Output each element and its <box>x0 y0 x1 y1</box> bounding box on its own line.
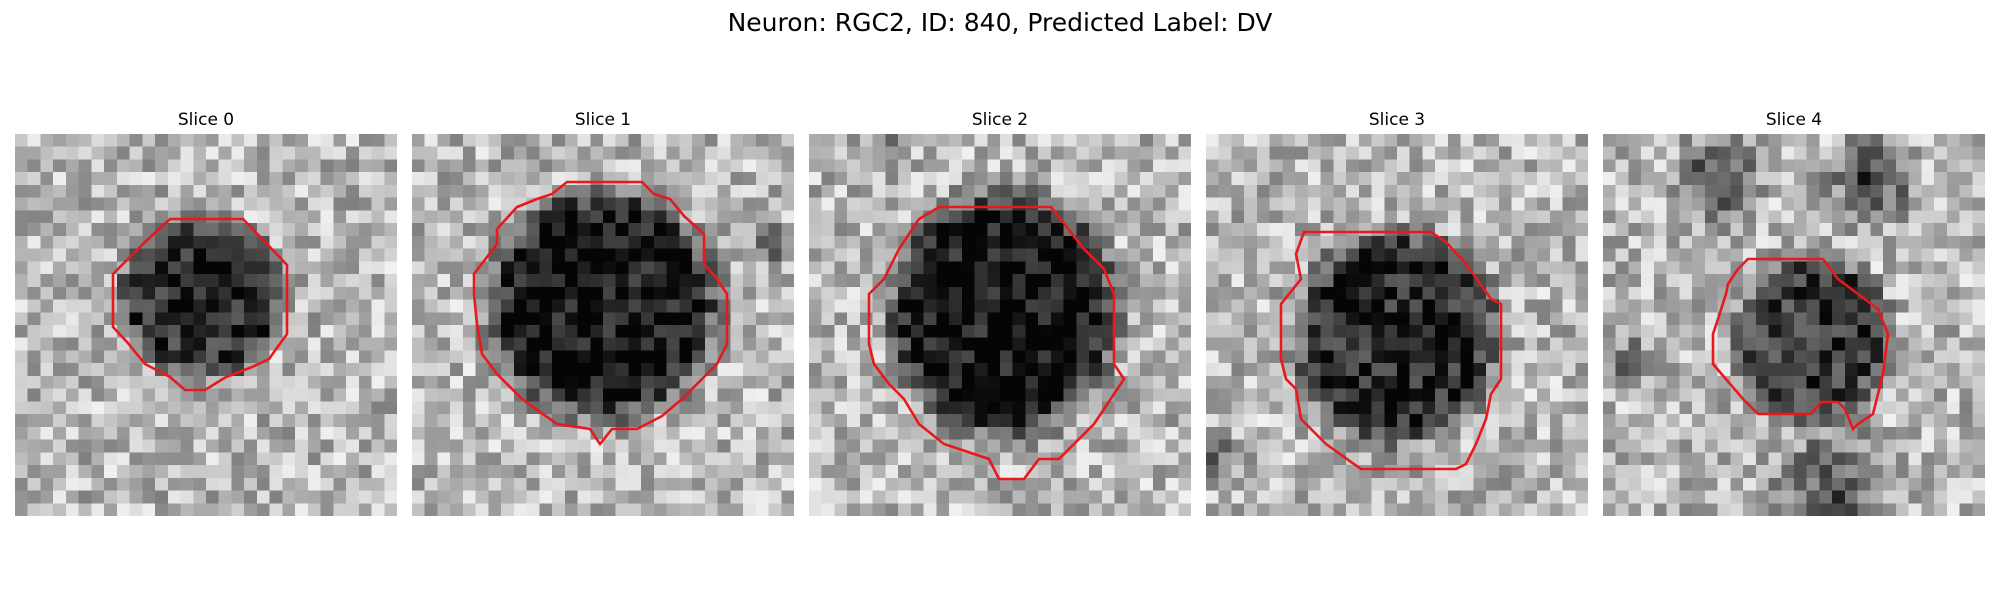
segmentation-contour <box>867 205 1126 481</box>
slice-image-0 <box>15 134 397 516</box>
slice-title-2: Slice 2 <box>971 110 1029 130</box>
figure-title: Neuron: RGC2, ID: 840, Predicted Label: … <box>727 8 1273 37</box>
slice-panel-4: Slice 4 <box>1603 110 1985 516</box>
slice-panel-2: Slice 2 <box>809 110 1191 516</box>
slice-panel-3: Slice 3 <box>1206 110 1588 516</box>
slice-panel-1: Slice 1 <box>412 110 794 516</box>
microscopy-grayscale-image <box>412 134 794 516</box>
slice-image-3 <box>1206 134 1588 516</box>
microscopy-grayscale-image <box>1206 134 1588 516</box>
segmentation-contour <box>1711 257 1890 432</box>
segmentation-contour <box>1279 230 1503 471</box>
microscopy-grayscale-image <box>809 134 1191 516</box>
microscopy-grayscale-image <box>15 134 397 516</box>
slice-image-4 <box>1603 134 1985 516</box>
slice-image-2 <box>809 134 1191 516</box>
slice-title-1: Slice 1 <box>574 110 632 130</box>
slice-title-3: Slice 3 <box>1368 110 1426 130</box>
microscopy-grayscale-image <box>1603 134 1985 516</box>
slice-image-1 <box>412 134 794 516</box>
slice-title-0: Slice 0 <box>177 110 235 130</box>
segmentation-contour <box>111 217 289 392</box>
slice-panel-0: Slice 0 <box>15 110 397 516</box>
slice-title-4: Slice 4 <box>1765 110 1823 130</box>
segmentation-contour <box>472 180 729 447</box>
